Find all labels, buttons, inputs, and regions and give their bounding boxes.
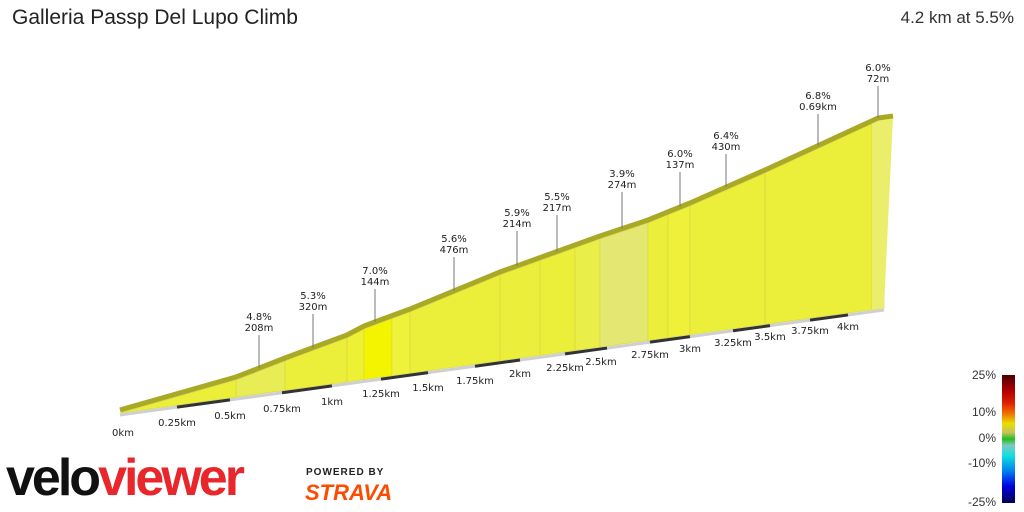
annotation-grade: 6.8% (805, 91, 830, 102)
x-tick-label: 3.75km (791, 326, 829, 337)
annotation-grade: 7.0% (362, 266, 387, 277)
x-tick-label: 3.5km (754, 332, 785, 343)
gradient-legend-bar (1002, 375, 1015, 503)
distance-axis-dash (281, 384, 333, 395)
distance-axis-dash (809, 313, 849, 322)
climb-summary: 4.2 km at 5.5% (900, 8, 1014, 27)
annotation-length: 72m (867, 74, 889, 85)
x-tick-label: 4km (837, 322, 859, 333)
legend-label: 25% (972, 368, 996, 382)
profile-segment (391, 311, 411, 376)
x-tick-label: 0km (112, 428, 134, 439)
x-tick-label: 3km (679, 344, 701, 355)
annotation-length: 144m (361, 277, 390, 288)
profile-segment (599, 222, 649, 348)
strava-logo[interactable]: STRAVA (305, 480, 393, 505)
legend-label: 0% (979, 431, 997, 445)
x-tick-label: 3.25km (714, 338, 752, 349)
annotation-grade: 5.3% (300, 291, 325, 302)
x-tick-label: 1km (321, 397, 343, 408)
x-tick-label: 1.5km (412, 383, 443, 394)
annotation-grade: 4.8% (246, 312, 271, 323)
annotation-grade: 6.0% (667, 149, 692, 160)
x-tick-label: 0.5km (214, 411, 245, 422)
distance-axis-dash (176, 398, 231, 409)
annotation-grade: 5.9% (504, 208, 529, 219)
profile-segment (667, 205, 691, 339)
annotation-length: 137m (666, 160, 695, 171)
annotation-length: 208m (245, 323, 274, 334)
annotation-grade: 5.6% (441, 234, 466, 245)
annotation-length: 217m (543, 203, 572, 214)
x-tick-label: 2km (509, 369, 531, 380)
x-tick-label: 2.75km (631, 350, 669, 361)
profile-segment (764, 123, 873, 325)
x-tick-label: 1.25km (362, 389, 400, 400)
profile-segment (539, 247, 576, 356)
page-title: Galleria Passp Del Lupo Climb (12, 6, 298, 29)
annotation-grade: 5.5% (544, 192, 569, 203)
annotation-length: 320m (299, 302, 328, 313)
profile-segment (346, 328, 365, 383)
profile-segment (499, 260, 541, 362)
annotation-length: 430m (712, 142, 741, 153)
legend-label: -25% (968, 495, 996, 509)
distance-axis-dash (564, 346, 608, 356)
annotation-length: 0.69km (799, 102, 837, 113)
logo-velo: velo (6, 449, 101, 507)
legend-label: -10% (968, 456, 996, 470)
annotation-grade: 6.0% (865, 63, 890, 74)
profile-end-face (872, 116, 893, 310)
logo-viewer: viewer (98, 449, 245, 507)
annotation-grade: 6.4% (713, 131, 738, 142)
annotation-grade: 3.9% (609, 169, 634, 180)
powered-by-text: POWERED BY (306, 467, 385, 478)
x-tick-label: 1.75km (456, 376, 494, 387)
distance-axis-dash (732, 324, 771, 333)
annotation-length: 274m (608, 180, 637, 191)
x-tick-label: 2.5km (585, 357, 616, 368)
x-tick-label: 0.75km (263, 404, 301, 415)
annotation-length: 214m (503, 219, 532, 230)
profile-top-edge (119, 113, 894, 413)
distance-axis-dash (649, 335, 691, 344)
x-tick-label: 2.25km (546, 363, 584, 374)
distance-axis-dash (380, 371, 429, 381)
annotation-length: 476m (440, 245, 469, 256)
distance-axis-dash (474, 358, 521, 368)
profile-segment (574, 238, 601, 351)
x-tick-label: 0.25km (158, 418, 196, 429)
profile-segment (363, 318, 393, 380)
veloviewer-logo[interactable]: veloviewer (6, 449, 245, 507)
legend-label: 10% (972, 405, 996, 419)
profile-segment (647, 214, 669, 341)
